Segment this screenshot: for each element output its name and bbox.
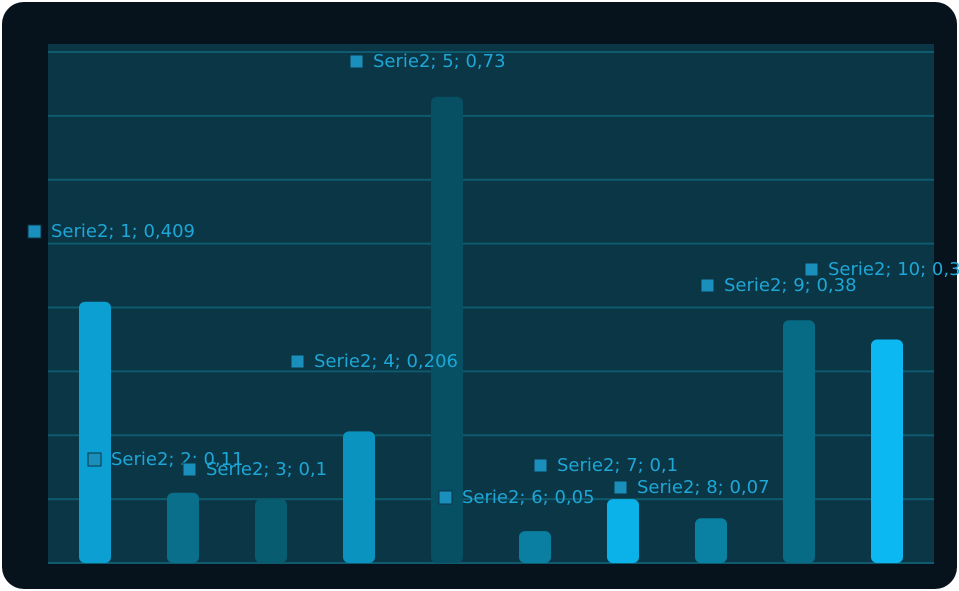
data-label: Serie2; 10; 0,35 — [828, 259, 959, 280]
label-marker — [290, 354, 305, 369]
label-marker — [700, 278, 715, 293]
data-label: Serie2; 5; 0,73 — [373, 51, 506, 72]
bar — [431, 96, 463, 564]
label-marker — [804, 262, 819, 277]
data-label: Serie2; 1; 0,409 — [51, 221, 195, 242]
bar — [871, 339, 903, 563]
label-marker — [349, 54, 364, 69]
label-marker — [27, 224, 42, 239]
bar — [255, 499, 287, 563]
bar — [519, 531, 551, 563]
label-marker — [182, 462, 197, 477]
bar — [167, 492, 199, 563]
data-label: Serie2; 2; 0,11 — [111, 449, 244, 470]
bar — [783, 320, 815, 563]
data-label: Serie2; 7; 0,1 — [557, 455, 678, 476]
bar — [607, 499, 639, 563]
label-marker — [438, 490, 453, 505]
label-marker — [533, 458, 548, 473]
data-label: Serie2; 6; 0,05 — [462, 487, 595, 508]
label-marker — [87, 452, 102, 467]
data-label: Serie2; 8; 0,07 — [637, 477, 770, 498]
data-label: Serie2; 9; 0,38 — [724, 275, 857, 296]
label-marker — [613, 480, 628, 495]
bar — [343, 431, 375, 563]
data-label: Serie2; 4; 0,206 — [314, 351, 458, 372]
data-label: Serie2; 3; 0,1 — [206, 459, 327, 480]
bar — [695, 518, 727, 563]
bar — [79, 301, 111, 563]
